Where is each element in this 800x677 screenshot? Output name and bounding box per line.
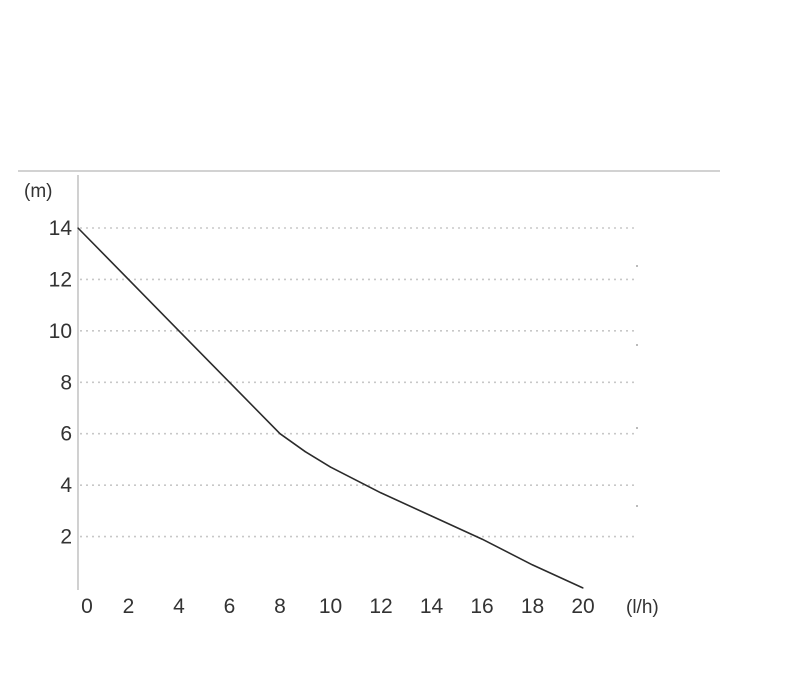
data-point xyxy=(304,451,306,453)
x-tick-label: 2 xyxy=(123,595,135,618)
x-tick-label: 18 xyxy=(521,595,544,618)
scan-speck xyxy=(636,505,638,507)
x-tick-label: 16 xyxy=(470,595,493,618)
data-point xyxy=(531,564,534,566)
data-point xyxy=(127,278,130,281)
y-tick-labels: 2 4 6 8 10 12 14 xyxy=(49,217,73,549)
x-tick-label: 14 xyxy=(420,595,444,618)
x-tick-label: 4 xyxy=(173,595,185,618)
grid-lines xyxy=(80,227,634,538)
x-tick-label: 0 xyxy=(81,595,93,618)
y-axis-unit-label: (m) xyxy=(24,181,52,202)
y-tick-label: 8 xyxy=(60,371,72,394)
x-tick-label: 8 xyxy=(274,595,286,618)
series xyxy=(77,227,584,589)
data-point xyxy=(77,227,79,229)
data-point xyxy=(228,381,231,383)
y-tick-label: 6 xyxy=(60,423,72,446)
series-line-0 xyxy=(77,227,584,589)
data-point xyxy=(481,538,483,540)
y-tick-label: 10 xyxy=(49,320,72,343)
x-tick-labels: 0 2 4 6 8 10 12 14 16 18 20 xyxy=(81,595,595,618)
x-tick-label: 12 xyxy=(369,595,392,618)
scan-speck xyxy=(636,265,638,267)
data-point xyxy=(329,466,332,468)
scan-speck xyxy=(636,427,638,429)
y-tick-label: 12 xyxy=(49,268,72,291)
scan-specks xyxy=(636,265,638,507)
data-point xyxy=(279,433,281,435)
scan-speck xyxy=(636,344,638,346)
x-tick-label: 10 xyxy=(319,595,342,618)
x-tick-label: 6 xyxy=(224,595,236,618)
data-point xyxy=(380,492,382,494)
data-point xyxy=(582,587,584,589)
y-tick-label: 4 xyxy=(60,474,72,497)
x-tick-label: 20 xyxy=(571,595,594,618)
y-tick-label: 14 xyxy=(49,217,73,240)
data-point xyxy=(178,330,180,332)
data-point xyxy=(430,515,433,517)
y-tick-label: 2 xyxy=(60,526,72,549)
x-axis-unit-label: (l/h) xyxy=(626,597,659,618)
